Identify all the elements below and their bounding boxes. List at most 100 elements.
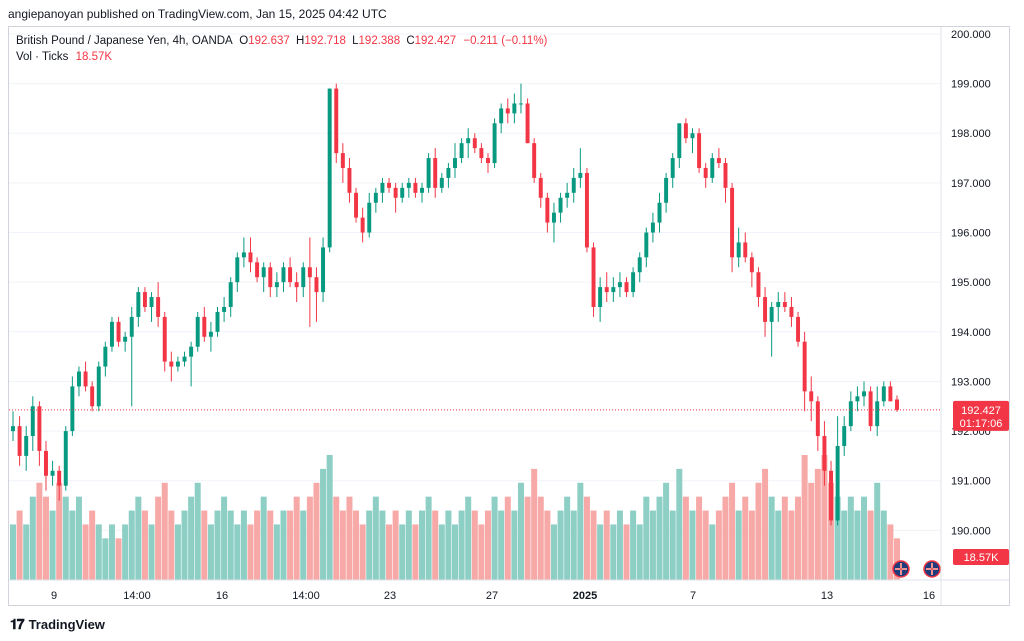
volume-bar: [880, 510, 887, 580]
last-price-tag: [953, 400, 1009, 431]
volume-bar: [353, 510, 360, 580]
volume-bar: [346, 496, 353, 580]
volume-bar: [372, 496, 379, 580]
volume-bar: [735, 510, 742, 580]
x-tick-label: 27: [486, 590, 498, 602]
volume-bar: [656, 496, 663, 580]
candle-body: [848, 401, 853, 427]
volume-bar: [801, 455, 808, 580]
volume-bar: [663, 482, 670, 580]
volume-bar: [484, 510, 491, 580]
volume-bar: [280, 510, 287, 580]
volume-bar: [577, 482, 584, 580]
volume-bar: [412, 524, 419, 580]
volume-bar: [570, 510, 577, 580]
last-price-value: 192.427: [961, 405, 1001, 417]
volume-bar: [610, 524, 617, 580]
volume-bar: [828, 482, 835, 580]
volume-bar: [141, 510, 148, 580]
volume-bar: [29, 496, 36, 580]
volume-bar: [524, 496, 531, 580]
candle-body: [512, 103, 517, 114]
volume-bar: [227, 510, 234, 580]
candle-body: [340, 153, 345, 168]
candle-body: [776, 302, 781, 307]
x-tick-label: 16: [923, 590, 935, 602]
volume-bar: [194, 482, 201, 580]
candle-body: [63, 431, 68, 486]
uk-flag-icon: [892, 560, 910, 578]
volume-bar: [511, 510, 518, 580]
volume-bar: [841, 510, 848, 580]
volume-bar: [366, 510, 373, 580]
volume-bar: [478, 524, 485, 580]
candle-body: [578, 172, 583, 178]
volume-bar: [82, 524, 89, 580]
candle-body: [255, 262, 260, 278]
volume-bar: [465, 496, 472, 580]
candle-body: [895, 399, 899, 410]
candle-body: [11, 426, 15, 432]
candle-body: [723, 163, 728, 188]
volume-bar: [188, 496, 195, 580]
volume-bar: [135, 496, 142, 580]
volume-bar: [669, 510, 676, 580]
candle-body: [743, 242, 748, 258]
volume-bar: [452, 524, 458, 580]
volume-bar: [432, 510, 439, 580]
candle-body: [301, 267, 306, 288]
volume-bar: [867, 510, 874, 580]
volume-bar: [207, 524, 214, 580]
volume-bar: [834, 496, 841, 580]
volume-bar: [56, 482, 63, 580]
candle-body: [815, 401, 820, 437]
volume-bar: [16, 510, 23, 580]
candle-body: [406, 182, 411, 188]
volume-bar: [386, 524, 393, 580]
candle-body: [76, 371, 81, 387]
candlestick-chart[interactable]: 190.000191.000192.000193.000194.000195.0…: [9, 27, 1009, 605]
volume-bar: [36, 482, 43, 580]
volume-bar: [438, 524, 445, 580]
volume-bar: [148, 524, 155, 580]
candle-body: [420, 187, 424, 193]
candle-body: [307, 267, 312, 278]
volume-bar: [847, 496, 854, 580]
volume-bar: [775, 510, 782, 580]
x-tick-label: 9: [51, 590, 57, 602]
candle-body: [650, 222, 655, 233]
candle-body: [479, 148, 484, 159]
volume-bar: [313, 482, 320, 580]
y-tick-label: 194.000: [951, 327, 991, 339]
y-tick-label: 196.000: [951, 228, 991, 240]
volume-bar: [854, 510, 861, 580]
volume-bar: [69, 510, 76, 580]
candle-body: [769, 306, 774, 322]
candle-body: [611, 287, 616, 293]
volume-bar: [808, 482, 815, 580]
candle-body: [835, 445, 840, 521]
candle-body: [182, 356, 187, 362]
x-tick-label: 23: [384, 590, 396, 602]
volume-bar: [458, 510, 465, 580]
volume-bar: [161, 482, 168, 580]
candle-body: [202, 316, 207, 337]
volume-bar: [75, 496, 82, 580]
volume-bar: [339, 510, 346, 580]
volume-bar: [392, 510, 399, 580]
candle-body: [103, 346, 108, 367]
volume-bar: [702, 510, 709, 580]
candle-body: [716, 158, 721, 164]
legend-volume-label: Vol · Ticks: [16, 51, 69, 63]
tradingview-brand[interactable]: 𝟏𝟕 TradingView: [10, 616, 105, 633]
candle-body: [683, 123, 688, 139]
volume-bar: [42, 496, 49, 580]
volume-bar: [814, 468, 821, 580]
volume-bar: [320, 468, 327, 580]
legend-h-label: H: [296, 35, 305, 47]
volume-value-tag: [953, 549, 1009, 565]
candle-body: [809, 391, 814, 402]
candle-body: [644, 232, 649, 258]
candle-body: [228, 282, 233, 307]
candle-body: [294, 282, 299, 288]
